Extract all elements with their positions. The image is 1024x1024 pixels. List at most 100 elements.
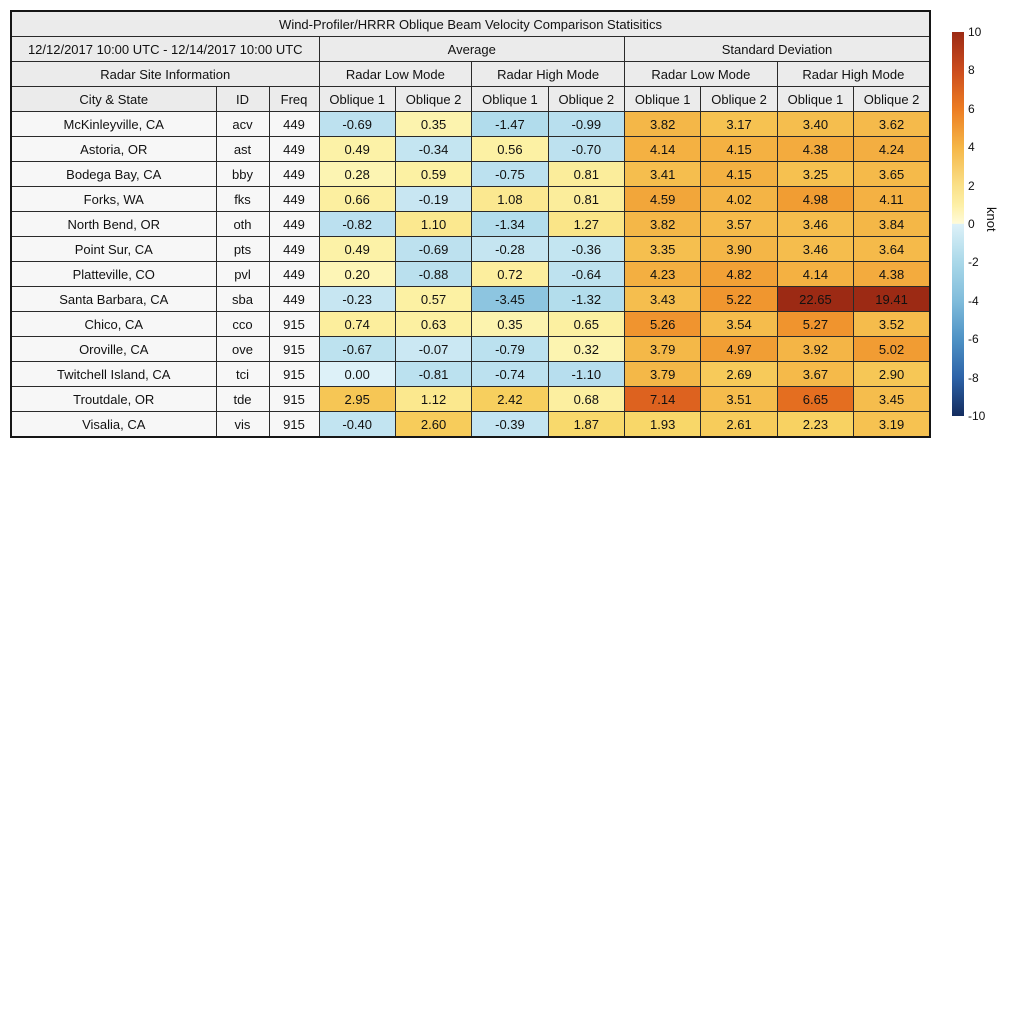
value-cell: -0.28 <box>471 236 549 262</box>
colorbar-tick-label: 2 <box>968 178 975 193</box>
value-cell: -0.81 <box>394 361 473 387</box>
column-header-row: City & State ID Freq Oblique 1 Oblique 2… <box>10 86 931 112</box>
value-cell: -0.75 <box>471 161 549 187</box>
oblique-header: Oblique 2 <box>394 86 473 112</box>
date-range: 12/12/2017 10:00 UTC - 12/14/2017 10:00 … <box>10 36 320 62</box>
value-cell: 2.95 <box>318 386 396 412</box>
city-cell: Visalia, CA <box>10 411 217 438</box>
value-cell: 3.43 <box>623 286 702 312</box>
colorbar-tick-label: -4 <box>968 293 979 308</box>
oblique-header: Oblique 1 <box>471 86 549 112</box>
freq-cell: 915 <box>268 311 320 337</box>
value-cell: -0.79 <box>471 336 549 362</box>
value-cell: 2.90 <box>853 361 931 387</box>
table-row: Forks, WA fks 449 0.66 -0.19 1.08 0.81 4.59 4.02… <box>10 186 931 212</box>
value-cell: 3.25 <box>776 161 855 187</box>
oblique-header: Oblique 2 <box>853 86 931 112</box>
freq-cell: 449 <box>268 161 320 187</box>
value-cell: 0.56 <box>471 136 549 162</box>
value-cell: 3.54 <box>700 311 778 337</box>
value-cell: 2.61 <box>700 411 778 438</box>
value-cell: 3.35 <box>623 236 702 262</box>
value-cell: -1.32 <box>547 286 626 312</box>
oblique-header: Oblique 2 <box>547 86 626 112</box>
id-cell: vis <box>215 411 270 438</box>
value-cell: 0.28 <box>318 161 396 187</box>
value-cell: 5.27 <box>776 311 855 337</box>
value-cell: 3.57 <box>700 211 778 237</box>
id-cell: ove <box>215 336 270 362</box>
value-cell: -0.69 <box>318 111 396 137</box>
colorbar-tick-label: -10 <box>968 409 986 423</box>
value-cell: -0.74 <box>471 361 549 387</box>
value-cell: 3.40 <box>776 111 855 137</box>
colorbar-unit-label: knot <box>984 207 999 232</box>
value-cell: 0.49 <box>318 136 396 162</box>
city-cell: Santa Barbara, CA <box>10 286 217 312</box>
value-cell: 0.35 <box>471 311 549 337</box>
value-cell: 3.65 <box>853 161 931 187</box>
average-group-header: Average <box>318 36 625 62</box>
value-cell: 0.72 <box>471 261 549 287</box>
table-row: Chico, CA cco 915 0.74 0.63 0.35 0.65 5.26 3.54 5… <box>10 311 931 337</box>
id-cell: pts <box>215 236 270 262</box>
value-cell: 2.60 <box>394 411 473 438</box>
id-cell: pvl <box>215 261 270 287</box>
value-cell: -1.10 <box>547 361 626 387</box>
value-cell: 0.35 <box>394 111 473 137</box>
city-cell: Troutdale, OR <box>10 386 217 412</box>
colorbar-tick-label: 4 <box>968 140 975 155</box>
value-cell: 3.17 <box>700 111 778 137</box>
value-cell: 3.52 <box>853 311 931 337</box>
value-cell: -0.19 <box>394 186 473 212</box>
value-cell: 4.23 <box>623 261 702 287</box>
oblique-header: Oblique 1 <box>623 86 702 112</box>
value-cell: 4.15 <box>700 161 778 187</box>
value-cell: 4.59 <box>623 186 702 212</box>
id-cell: tde <box>215 386 270 412</box>
table-row: Santa Barbara, CA sba 449 -0.23 0.57 -3.45 -1.… <box>10 286 931 312</box>
value-cell: -1.34 <box>471 211 549 237</box>
value-cell: 3.84 <box>853 211 931 237</box>
table-row: Visalia, CA vis 915 -0.40 2.60 -0.39 1.87 1.93 2… <box>10 411 931 438</box>
id-cell: cco <box>215 311 270 337</box>
value-cell: 0.49 <box>318 236 396 262</box>
value-cell: -0.07 <box>394 336 473 362</box>
value-cell: 3.92 <box>776 336 855 362</box>
city-state-header: City & State <box>10 86 217 112</box>
oblique-header: Oblique 1 <box>318 86 396 112</box>
id-cell: sba <box>215 286 270 312</box>
value-cell: 0.81 <box>547 186 626 212</box>
freq-cell: 449 <box>268 261 320 287</box>
colorbar-tick-label: 10 <box>968 25 982 39</box>
std-low-mode-header: Radar Low Mode <box>624 61 778 87</box>
value-cell: -0.64 <box>547 261 626 287</box>
value-cell: 0.74 <box>318 311 396 337</box>
city-cell: North Bend, OR <box>10 211 217 237</box>
std-high-mode-header: Radar High Mode <box>776 61 931 87</box>
city-cell: McKinleyville, CA <box>10 111 217 137</box>
std-group-header: Standard Deviation <box>624 36 931 62</box>
value-cell: 3.64 <box>853 236 931 262</box>
colorbar-tick-label: -2 <box>968 255 979 270</box>
value-cell: 3.41 <box>623 161 702 187</box>
city-cell: Forks, WA <box>10 186 217 212</box>
value-cell: 0.59 <box>394 161 473 187</box>
freq-cell: 449 <box>268 111 320 137</box>
id-cell: tci <box>215 361 270 387</box>
value-cell: -0.40 <box>318 411 396 438</box>
value-cell: 4.38 <box>853 261 931 287</box>
colorbar-tick-label: -6 <box>968 332 979 347</box>
colorbar-gradient <box>952 32 964 416</box>
value-cell: 0.81 <box>547 161 626 187</box>
value-cell: -0.82 <box>318 211 396 237</box>
value-cell: 4.02 <box>700 186 778 212</box>
freq-cell: 449 <box>268 136 320 162</box>
value-cell: 0.65 <box>547 311 626 337</box>
value-cell: -3.45 <box>471 286 549 312</box>
value-cell: -0.70 <box>547 136 626 162</box>
value-cell: 3.79 <box>623 361 702 387</box>
table-row: McKinleyville, CA acv 449 -0.69 0.35 -1.47 -0.… <box>10 111 931 137</box>
value-cell: 3.82 <box>623 111 702 137</box>
oblique-header: Oblique 1 <box>776 86 855 112</box>
